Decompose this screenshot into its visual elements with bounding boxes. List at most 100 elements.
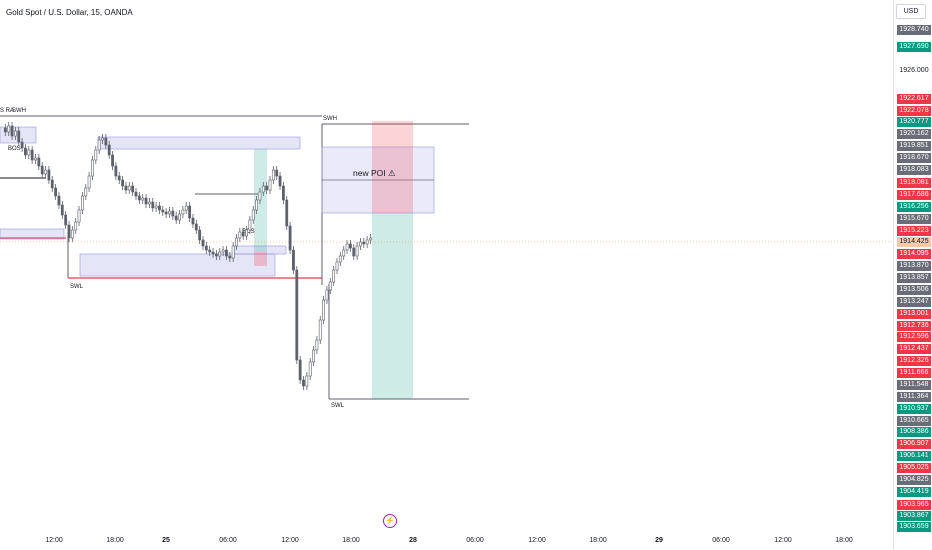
demand-zone-far-left [0,228,65,240]
lightning-icon[interactable]: ⚡ [383,514,397,528]
candle-body [288,225,292,251]
candle-body [148,201,151,205]
candle-body [365,239,369,245]
price-label: 1915.223 [897,226,931,236]
candle-body [178,213,181,221]
candle-body [201,239,205,247]
candle-body [111,154,114,167]
time-label: 12:00 [774,537,792,544]
candle-body [20,141,24,149]
price-label: 1928.740 [897,25,931,35]
candle-body [107,144,111,156]
candle-body [332,269,336,283]
price-label: 1918.081 [897,178,931,188]
price-label: 1926.000 [899,67,929,74]
price-label: 1913.506 [897,285,931,295]
price-label: 1911.666 [897,368,931,378]
time-label: 18:00 [106,537,124,544]
candle-body [261,185,265,193]
candle-body [34,157,37,161]
trade-tp-left [254,149,267,252]
candle-body [154,205,158,209]
candle-body [204,245,208,251]
candle-body [121,179,125,187]
price-label: 1910.937 [897,404,931,414]
candle-body [342,249,346,257]
candle-body [362,241,366,245]
candle-body [211,251,215,255]
price-axis[interactable]: 1928.740 1927.690 1926.000 1922.617 1922.078… [893,0,932,550]
price-label: 1912.326 [897,356,931,366]
candle-body [50,179,54,189]
candle-body [37,157,41,167]
time-label: 12:00 [45,537,63,544]
price-label: 1910.665 [897,416,931,426]
price-label: 1913.001 [897,309,931,319]
swl-right-label: SWL [331,403,345,409]
time-label: 12:00 [281,537,299,544]
price-label: 1913.247 [897,297,931,307]
price-label: 1917.686 [897,190,931,200]
currency-button[interactable]: USD [896,4,926,19]
candle-body [302,379,305,387]
price-label: 1908.386 [897,427,931,437]
candle-body [124,185,128,191]
price-label: 1903.867 [897,511,931,521]
price-label: 1913.870 [897,261,931,271]
candle-body [268,179,272,191]
price-label: 1912.596 [897,332,931,342]
candle-body [278,175,282,187]
candle-body [141,197,145,201]
candle-body [208,249,212,253]
candle-body [184,205,188,211]
candle-body [117,175,121,181]
candle-body [137,195,141,201]
candle-body [328,281,332,291]
candle-body [241,231,245,237]
candle-body [74,221,78,231]
price-label: 1903.965 [897,500,931,510]
candle-body [7,125,11,133]
time-label: 18:00 [589,537,607,544]
candle-body [60,204,64,216]
time-label: 18:00 [342,537,360,544]
chart-canvas[interactable]: S RA SWH BOS BOS SWL SWH SWL new POI ⚠ [0,0,893,550]
price-label: 1916.256 [897,202,931,212]
candle-body [355,245,359,257]
chart-area[interactable]: S RA SWH BOS BOS SWL SWH SWL new POI ⚠ G… [0,0,893,550]
candle-body [24,147,27,156]
candle-body [57,195,61,206]
price-label: 1911.364 [897,392,931,402]
candle-body [191,217,195,225]
candle-body [47,169,51,181]
candle-body [255,199,259,211]
candle-body [221,249,225,253]
candle-body [10,125,14,137]
new-poi-label: new POI ⚠ [353,168,396,178]
price-label: 1913.857 [897,273,931,283]
candle-body [231,245,235,259]
candle-body [322,299,326,321]
price-label: 1918.670 [897,153,931,163]
candle-body [30,149,34,161]
time-label: 25 [162,537,170,544]
price-label: 1911.548 [897,380,931,390]
swh-right-label: SWH [323,116,337,122]
candle-body [161,209,165,213]
candle-body [54,187,58,197]
candle-body [271,169,275,181]
price-label: 1915.670 [897,214,931,224]
candle-body [225,249,228,257]
candle-body [295,269,299,361]
candle-body [258,191,262,201]
candle-body [188,205,192,219]
candle-body [87,175,91,189]
chart-title: Gold Spot / U.S. Dollar, 15, OANDA [6,8,133,17]
candle-body [27,149,31,156]
time-axis[interactable]: 12:00 18:00 25 06:00 12:00 18:00 28 06:00 12:00 1… [0,528,893,550]
candle-body [134,191,138,197]
candle-body [218,251,222,257]
price-label: 1919.851 [897,141,931,151]
candle-body [127,185,131,191]
trade-tp-right [372,213,413,399]
